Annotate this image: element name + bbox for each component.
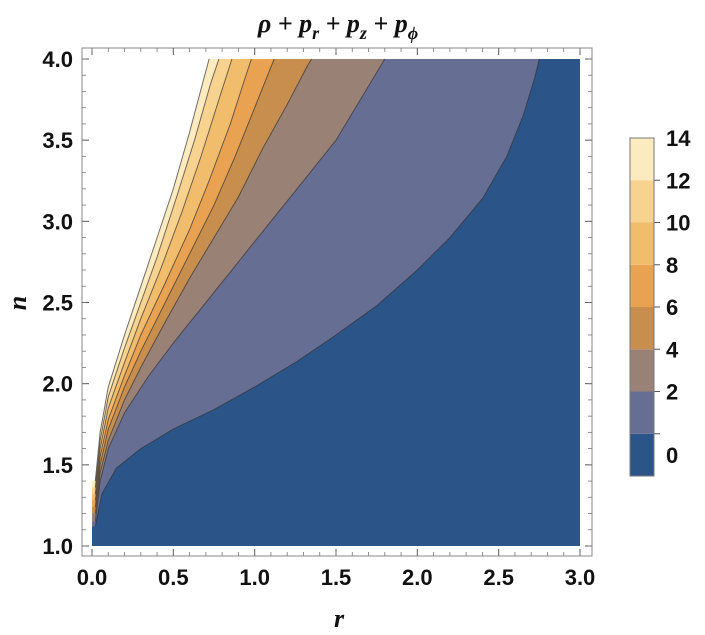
legend-label: 0 xyxy=(666,443,678,468)
legend-frame xyxy=(629,137,655,477)
legend-label: 8 xyxy=(666,253,678,278)
legend: 0 2 4 6 8 10 12 14 xyxy=(629,126,691,477)
legend-label: 14 xyxy=(666,126,691,151)
plot-area xyxy=(81,47,593,557)
legend-swatch-4 xyxy=(630,349,654,392)
x-tick-label: 0.0 xyxy=(77,565,108,590)
y-tick-label: 2.5 xyxy=(42,291,73,316)
contour-line-4 xyxy=(94,58,313,514)
x-axis-title: r xyxy=(334,604,345,633)
legend-label: 10 xyxy=(666,211,690,236)
contour-line-6 xyxy=(94,58,275,508)
y-axis-title: n xyxy=(3,296,32,310)
contour-line-0 xyxy=(94,58,540,527)
y-tick-labels: 1.0 1.5 2.0 2.5 3.0 3.5 4.0 xyxy=(42,47,73,559)
title-plus-2: + xyxy=(319,9,347,38)
contour-line-2 xyxy=(94,58,386,522)
contour-line-10 xyxy=(94,58,233,495)
x-tick-label: 2.0 xyxy=(402,565,433,590)
x-tick-label: 3.0 xyxy=(565,565,596,590)
legend-swatch-0 xyxy=(630,433,654,476)
legend-label: 6 xyxy=(666,295,678,320)
legend-label: 2 xyxy=(666,380,678,405)
title-p-3: p xyxy=(393,9,408,38)
y-tick-label: 3.5 xyxy=(42,128,73,153)
x-tick-labels: 0.0 0.5 1.0 1.5 2.0 2.5 3.0 xyxy=(77,565,596,590)
y-tick-label: 2.0 xyxy=(42,372,73,397)
x-tick-label: 0.5 xyxy=(158,565,189,590)
legend-swatch-2 xyxy=(630,391,654,434)
contour-lines xyxy=(94,58,540,527)
y-tick-label: 1.0 xyxy=(42,534,73,559)
legend-swatch-6 xyxy=(630,307,654,350)
x-tick-label: 1.5 xyxy=(321,565,352,590)
legend-label: 4 xyxy=(666,337,679,362)
title-sub-r: r xyxy=(312,23,320,43)
title-plus-1: + xyxy=(271,9,299,38)
y-tick-label: 3.0 xyxy=(42,209,73,234)
y-tick-label: 1.5 xyxy=(42,453,73,478)
chart-title: ρ + pr + pz + pϕ xyxy=(257,9,418,43)
legend-swatch-14 xyxy=(630,138,654,181)
legend-swatch-12 xyxy=(630,180,654,223)
contour-line-12 xyxy=(94,58,220,488)
title-p-1: p xyxy=(297,9,312,38)
title-rho: ρ xyxy=(257,9,271,38)
x-tick-label: 2.5 xyxy=(483,565,514,590)
title-plus-3: + xyxy=(367,9,395,38)
legend-swatch-8 xyxy=(630,264,654,307)
y-tick-label: 4.0 xyxy=(42,47,73,72)
legend-swatch-10 xyxy=(630,222,654,265)
title-sub-z: z xyxy=(359,23,367,43)
contour-line-8 xyxy=(94,58,252,501)
legend-label: 12 xyxy=(666,168,690,193)
title-p-2: p xyxy=(345,9,360,38)
title-sub-phi: ϕ xyxy=(408,23,418,43)
x-tick-label: 1.0 xyxy=(239,565,270,590)
axis-ticks xyxy=(82,48,592,556)
contour-line-14 xyxy=(94,58,210,482)
